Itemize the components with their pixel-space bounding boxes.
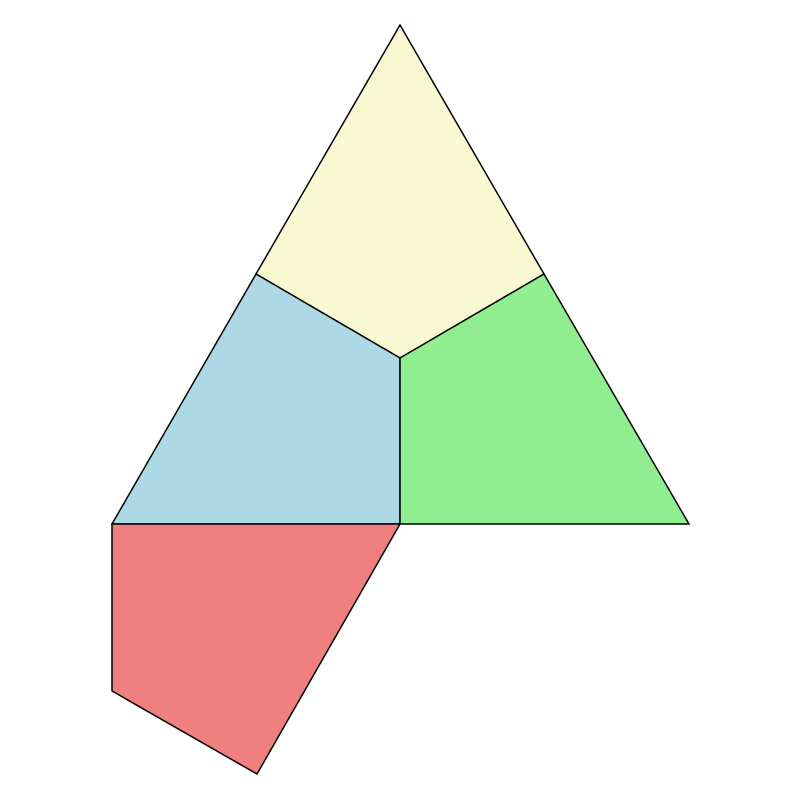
face-red <box>111 523 402 776</box>
